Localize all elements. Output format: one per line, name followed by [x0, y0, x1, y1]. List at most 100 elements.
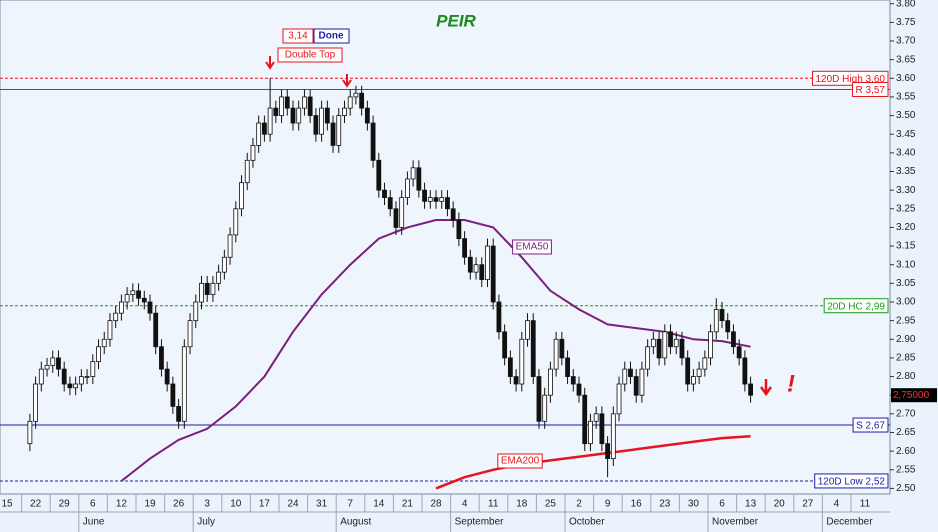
- candle-body: [679, 338, 685, 359]
- candle-body: [290, 107, 296, 124]
- candle-body: [261, 122, 267, 135]
- candle-body: [187, 320, 193, 348]
- candle-body: [656, 338, 662, 359]
- candle-body: [725, 320, 731, 333]
- candle-body: [673, 338, 679, 348]
- x-tick-label: 20: [774, 499, 786, 510]
- candle-body: [467, 256, 473, 273]
- candle-body: [416, 167, 422, 191]
- candle-body: [393, 208, 399, 228]
- candle-body: [702, 357, 708, 370]
- arrow-double-top-1: [265, 56, 275, 70]
- candle-body: [181, 346, 187, 422]
- candle-body: [153, 312, 159, 348]
- candle-body: [616, 383, 622, 415]
- candle-body: [490, 245, 496, 303]
- candle-body: [450, 208, 456, 221]
- ma-label: EMA50: [516, 242, 549, 253]
- candle-body: [382, 189, 387, 199]
- candle-body: [101, 338, 107, 348]
- x-tick-label: 2: [576, 499, 582, 510]
- candle-body: [548, 368, 553, 396]
- candle-body: [628, 368, 633, 377]
- y-tick-label: 3.20: [896, 222, 916, 233]
- ma-label: EMA200: [501, 456, 540, 467]
- candle-body: [324, 107, 330, 124]
- candle-body: [210, 282, 216, 295]
- candle-body: [353, 92, 359, 98]
- candle-body: [342, 107, 347, 116]
- ma-line: [120, 219, 751, 482]
- candle-body: [27, 420, 33, 445]
- candle-body: [565, 357, 570, 377]
- level-label-box: [814, 473, 889, 489]
- candle-body: [199, 282, 204, 303]
- candle-body: [462, 238, 468, 258]
- x-tick-label: 19: [144, 499, 156, 510]
- candle-body: [130, 290, 136, 295]
- ma-label-box: [512, 239, 552, 255]
- candle-body: [445, 197, 450, 210]
- candle-body: [359, 92, 365, 109]
- candle-body: [433, 197, 439, 202]
- candle-body: [748, 383, 753, 396]
- candle-body: [708, 331, 713, 359]
- candle-body: [136, 290, 141, 299]
- x-tick-label: 31: [316, 499, 328, 510]
- candle-body: [633, 376, 639, 396]
- x-tick-label: 24: [287, 499, 299, 510]
- candle-body: [107, 320, 113, 340]
- month-label: June: [83, 517, 105, 528]
- candle-body: [147, 301, 153, 314]
- y-tick-label: 3.00: [896, 297, 916, 308]
- ma-line: [435, 434, 751, 490]
- x-tick-label: 17: [259, 499, 271, 510]
- y-tick-label: 3.05: [896, 278, 916, 289]
- candle-body: [347, 96, 353, 109]
- signal-state-box: [313, 28, 350, 44]
- x-tick-label: 29: [59, 499, 71, 510]
- candle-body: [336, 115, 342, 146]
- x-tick-label: 4: [834, 499, 840, 510]
- chart-title: PEIR: [436, 11, 476, 30]
- candle-body: [731, 331, 736, 348]
- y-tick-label: 3.25: [896, 203, 916, 214]
- candle-body: [713, 309, 719, 333]
- candle-body: [610, 413, 616, 459]
- y-tick-label: 2.60: [896, 446, 916, 457]
- level-label-box: [852, 417, 889, 433]
- x-tick-label: 6: [719, 499, 725, 510]
- plot-area: [0, 0, 891, 495]
- x-tick-label: 14: [373, 499, 385, 510]
- candle-body: [221, 256, 227, 273]
- candle-body: [302, 96, 307, 109]
- candle-body: [216, 271, 222, 284]
- y-tick-label: 3.45: [896, 129, 916, 140]
- x-tick-label: 26: [173, 499, 185, 510]
- candle-body: [736, 346, 742, 359]
- ma-label-box: [497, 453, 543, 469]
- alert-mark: !: [787, 370, 795, 397]
- signal-state: Done: [319, 31, 344, 42]
- candle-body: [279, 96, 284, 116]
- candle-body: [570, 376, 576, 385]
- signal-box: [282, 28, 314, 44]
- candle-body: [685, 357, 691, 385]
- level-label-box: [823, 298, 889, 314]
- arrow-double-top-2: [342, 74, 352, 88]
- x-tick-label: 21: [402, 499, 414, 510]
- candle-body: [502, 331, 508, 359]
- candle-body: [193, 301, 199, 322]
- x-tick-label: 12: [116, 499, 128, 510]
- month-label: December: [826, 517, 873, 528]
- y-tick-label: 2.80: [896, 371, 916, 382]
- y-tick-label: 3.15: [896, 241, 916, 252]
- x-tick-label: 18: [516, 499, 528, 510]
- candle-body: [273, 107, 279, 116]
- candle-body: [256, 122, 262, 146]
- candle-body: [582, 394, 588, 445]
- candle-body: [159, 346, 164, 370]
- y-tick-label: 2.70: [896, 408, 916, 419]
- level-label: 120D High 3,60: [816, 74, 886, 85]
